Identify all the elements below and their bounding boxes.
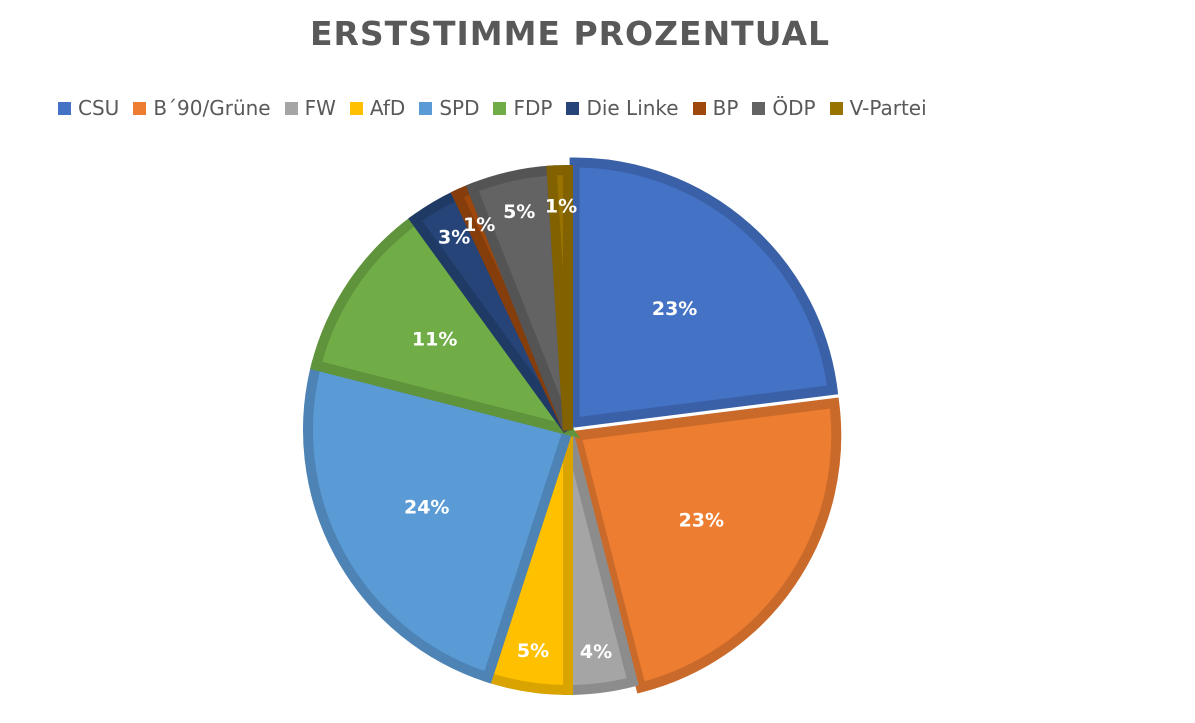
legend-item: ÖDP xyxy=(752,96,816,120)
pie-slice-label: 3% xyxy=(438,227,470,249)
pie-slice-label: 23% xyxy=(652,298,697,320)
legend-swatch xyxy=(752,101,766,115)
legend-item: B´90/Grüne xyxy=(133,96,271,120)
chart-legend: CSU B´90/Grüne FW AfD SPD FDP Die Linke BP ÖDP V-… xyxy=(58,96,941,120)
pie-slice-label: 4% xyxy=(580,641,612,663)
legend-label: ÖDP xyxy=(772,96,816,120)
legend-label: BP xyxy=(712,96,739,120)
pie-slice-label: 23% xyxy=(679,510,724,532)
legend-item: AfD xyxy=(349,96,406,120)
pie-slice xyxy=(570,397,842,694)
legend-label: CSU xyxy=(78,96,120,120)
legend-swatch xyxy=(692,101,706,115)
legend-label: FW xyxy=(304,96,336,120)
legend-label: FDP xyxy=(513,96,553,120)
pie-slice-label: 11% xyxy=(412,328,457,350)
pie-slice-label: 1% xyxy=(545,196,577,218)
legend-swatch xyxy=(133,101,147,115)
legend-swatch xyxy=(829,101,843,115)
legend-item: CSU xyxy=(58,96,119,120)
pie-slice xyxy=(546,164,573,431)
legend-item: FDP xyxy=(493,96,552,120)
legend-swatch xyxy=(58,101,71,115)
pie-slice-label: 5% xyxy=(517,640,549,662)
pie-slice xyxy=(303,359,575,684)
legend-swatch xyxy=(284,101,298,115)
legend-label: V-Partei xyxy=(849,96,927,120)
legend-item: SPD xyxy=(419,96,479,120)
legend-label: Die Linke xyxy=(586,96,679,120)
legend-swatch xyxy=(493,101,507,115)
pie-slice-label: 1% xyxy=(463,214,495,236)
legend-item: BP xyxy=(692,96,739,120)
pie-slice-label: 5% xyxy=(503,201,535,223)
legend-label: SPD xyxy=(439,96,480,120)
pie-slice-label: 24% xyxy=(404,497,449,519)
legend-label: AfD xyxy=(369,96,406,120)
legend-swatch xyxy=(566,101,580,115)
legend-swatch xyxy=(349,101,363,115)
chart-title: ERSTSTIMME PROZENTUAL xyxy=(309,14,831,53)
legend-item: FW xyxy=(284,96,336,120)
legend-item: Die Linke xyxy=(566,96,679,120)
legend-label: B´90/Grüne xyxy=(153,96,271,120)
legend-item: V-Partei xyxy=(829,96,927,120)
legend-swatch xyxy=(419,101,433,115)
pie-slice xyxy=(310,212,581,439)
pie-slice xyxy=(569,157,839,429)
